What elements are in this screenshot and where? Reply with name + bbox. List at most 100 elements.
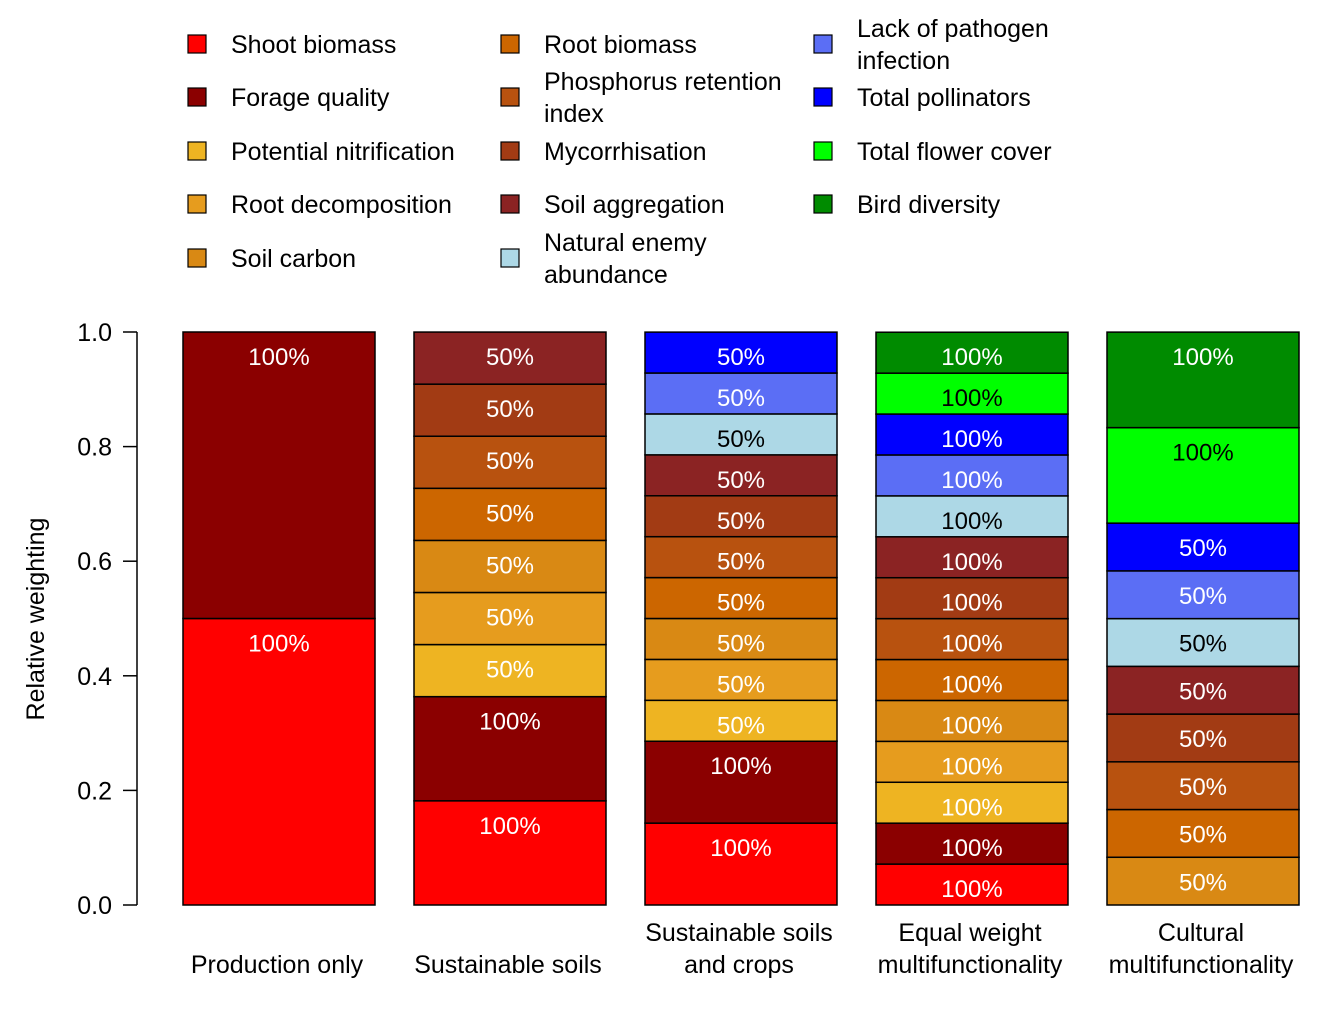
y-axis: 0.0 0.2 0.4 0.6 0.8 1.0 xyxy=(77,319,138,920)
legend-item-lack-of-pathogen-infection: Lack of pathogen infection xyxy=(813,15,1049,75)
data-label: 100% xyxy=(941,753,1002,780)
bar-segment-shoot-biomass xyxy=(413,800,607,906)
legend-swatch xyxy=(500,87,520,107)
legend-swatch xyxy=(813,141,833,161)
data-label: 50% xyxy=(1179,631,1227,658)
legend-label: abundance xyxy=(544,261,668,289)
data-label: 100% xyxy=(479,813,540,840)
bar-segment-soil-aggregation xyxy=(1106,665,1300,715)
y-tick-label: 1.0 xyxy=(77,319,112,347)
legend-item-forage-quality: Forage quality xyxy=(187,84,390,112)
bar-segment-phosphorus-retention-index xyxy=(644,535,838,579)
bars: 100% 100% 100% 100% 50% 50% 50% 50% 50% 50% 50% 100… xyxy=(182,331,1300,906)
bar-segment-total-flower-cover xyxy=(875,372,1069,415)
x-tick-label: Sustainable soils xyxy=(645,919,833,947)
bar-segment-shoot-biomass xyxy=(182,617,376,906)
legend-swatch xyxy=(187,141,207,161)
data-label: 100% xyxy=(941,426,1002,453)
legend-label: Total flower cover xyxy=(857,138,1052,166)
legend-label: Soil carbon xyxy=(231,245,356,273)
bar-segment-root-decomposition xyxy=(413,591,607,646)
bar-segment-root-decomposition xyxy=(875,740,1069,784)
legend-swatch xyxy=(813,34,833,54)
bar-stack-4: 100% 100% 100% 100% 100% 100% 100% 100% 100% 100%… xyxy=(875,331,1069,906)
data-label: 50% xyxy=(486,552,534,579)
data-label: 100% xyxy=(248,344,309,371)
legend: Shoot biomass Forage quality Potential nit… xyxy=(187,15,1052,289)
data-label: 50% xyxy=(1179,822,1227,849)
legend-item-mycorrhisation: Mycorrhisation xyxy=(500,138,707,166)
bar-segment-potential-nitrification xyxy=(413,643,607,698)
legend-item-root-decomposition: Root decomposition xyxy=(187,191,452,219)
legend-swatch xyxy=(500,34,520,54)
legend-item-natural-enemy-abundance: Natural enemy abundance xyxy=(500,229,707,289)
bar-segment-bird-diversity xyxy=(1106,331,1300,429)
data-label: 50% xyxy=(1179,726,1227,753)
data-label: 50% xyxy=(717,467,765,494)
data-label: 50% xyxy=(486,344,534,371)
bar-segment-phosphorus-retention-index xyxy=(1106,761,1300,811)
bar-segment-soil-aggregation xyxy=(875,536,1069,579)
legend-label: index xyxy=(544,100,604,128)
bar-segment-root-biomass xyxy=(413,487,607,542)
data-label: 50% xyxy=(717,344,765,371)
bar-segment-soil-aggregation xyxy=(644,454,838,497)
legend-swatch xyxy=(500,141,520,161)
legend-item-root-biomass: Root biomass xyxy=(500,31,697,59)
y-tick-label: 0.0 xyxy=(77,892,112,920)
bar-segment-root-decomposition xyxy=(644,658,838,702)
legend-label: infection xyxy=(857,47,950,75)
legend-label: Soil aggregation xyxy=(544,191,725,219)
bar-stack-1: 100% 100% xyxy=(182,331,376,906)
x-axis-labels: Production only Sustainable soils Sustaina… xyxy=(191,919,1294,979)
bar-stack-3: 100% 100% 50% 50% 50% 50% 50% 50% 50% 50% 50% 50% xyxy=(644,331,838,906)
bar-segment-soil-carbon xyxy=(1106,856,1300,906)
legend-swatch xyxy=(813,87,833,107)
x-tick-label: multifunctionality xyxy=(1109,951,1294,979)
bar-segment-potential-nitrification xyxy=(875,781,1069,824)
bar-segment-shoot-biomass xyxy=(875,863,1069,906)
legend-item-bird-diversity: Bird diversity xyxy=(813,191,1001,219)
data-label: 100% xyxy=(941,385,1002,412)
data-label: 100% xyxy=(941,508,1002,535)
x-tick-label: Production only xyxy=(191,951,364,979)
bar-segment-lack-of-pathogen-infection xyxy=(1106,570,1300,620)
legend-swatch xyxy=(187,87,207,107)
legend-label: Forage quality xyxy=(231,84,390,112)
data-label: 100% xyxy=(479,709,540,736)
legend-swatch xyxy=(500,194,520,214)
bar-segment-soil-carbon xyxy=(644,617,838,661)
x-tick-label: multifunctionality xyxy=(878,951,1063,979)
bar-segment-mycorrhisation xyxy=(413,383,607,437)
data-label: 100% xyxy=(710,835,771,862)
bar-segment-bird-diversity xyxy=(875,331,1069,374)
legend-swatch xyxy=(187,34,207,54)
bar-segment-total-pollinators xyxy=(644,331,838,374)
x-tick-label: Cultural xyxy=(1158,919,1244,947)
data-label: 100% xyxy=(1172,344,1233,371)
legend-item-total-flower-cover: Total flower cover xyxy=(813,138,1052,166)
bar-segment-forage-quality xyxy=(644,740,838,824)
legend-label: Natural enemy xyxy=(544,229,707,257)
bar-segment-potential-nitrification xyxy=(644,699,838,742)
data-label: 50% xyxy=(717,712,765,739)
data-label: 100% xyxy=(941,876,1002,903)
bar-segment-phosphorus-retention-index xyxy=(875,617,1069,661)
y-tick-label: 0.6 xyxy=(77,548,112,576)
data-label: 50% xyxy=(486,396,534,423)
data-label: 50% xyxy=(1179,774,1227,801)
data-label: 100% xyxy=(1172,440,1233,467)
data-label: 100% xyxy=(941,672,1002,699)
data-label: 100% xyxy=(248,631,309,658)
legend-swatch xyxy=(187,194,207,214)
legend-swatch xyxy=(500,248,520,268)
bar-segment-soil-aggregation xyxy=(413,331,607,385)
bar-segment-total-pollinators xyxy=(1106,522,1300,572)
bar-stack-5: 50% 50% 50% 50% 50% 50% 50% 50% 100% 100% xyxy=(1106,331,1300,906)
data-label: 50% xyxy=(717,549,765,576)
data-label: 50% xyxy=(717,426,765,453)
data-label: 50% xyxy=(1179,678,1227,705)
y-tick-label: 0.8 xyxy=(77,434,112,462)
data-label: 50% xyxy=(486,657,534,684)
